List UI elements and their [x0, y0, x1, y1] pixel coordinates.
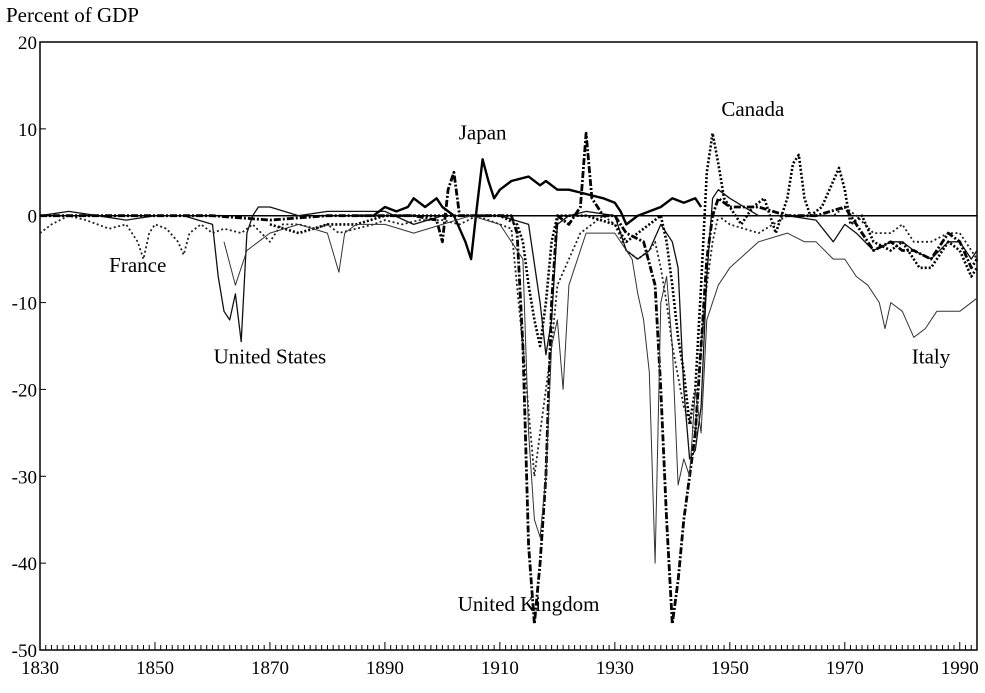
y-axis: 20 10 0 -10 -20 -30 -40 -50 — [12, 33, 46, 662]
y-tick-label: 20 — [18, 33, 37, 54]
series-line-united-states — [39, 189, 978, 460]
x-tick-label: 1870 — [251, 658, 289, 679]
x-tick-label: 1830 — [21, 658, 59, 679]
y-tick-label: 10 — [18, 120, 37, 141]
series-line-italy — [223, 215, 978, 564]
plot-frame — [39, 41, 978, 651]
x-tick-label: 1950 — [711, 658, 749, 679]
series-line-canada — [269, 131, 979, 426]
series-layer — [39, 131, 979, 626]
plot-border — [39, 41, 978, 651]
x-axis: 1830 1850 1870 1890 1910 1930 1950 1970 1990 — [21, 642, 979, 679]
series-line-japan — [356, 158, 703, 261]
x-tick-label: 1850 — [136, 658, 174, 679]
series-label: Canada — [721, 97, 785, 121]
x-tick-label: 1910 — [481, 658, 519, 679]
y-tick-label: -20 — [12, 380, 37, 401]
series-labels: France United States Japan Canada United Kin… — [109, 97, 951, 616]
x-tick-label: 1890 — [366, 658, 404, 679]
x-tick-label: 1970 — [826, 658, 864, 679]
series-label: Italy — [912, 344, 951, 368]
y-tick-label: -30 — [12, 467, 37, 488]
y-tick-label: -10 — [12, 294, 37, 315]
x-tick-label: 1930 — [596, 658, 634, 679]
y-tick-label: -40 — [12, 554, 37, 575]
y-tick-label: 0 — [28, 207, 38, 228]
series-line-united-kingdom — [40, 131, 979, 626]
y-tick-label: -50 — [12, 641, 37, 662]
series-line-france — [39, 206, 978, 478]
series-label: United Kingdom — [458, 592, 600, 616]
series-label: United States — [214, 344, 327, 368]
x-tick-label: 1990 — [941, 658, 979, 679]
y-axis-title: Percent of GDP — [6, 3, 139, 27]
series-label: Japan — [459, 120, 507, 144]
series-label: France — [109, 253, 166, 277]
